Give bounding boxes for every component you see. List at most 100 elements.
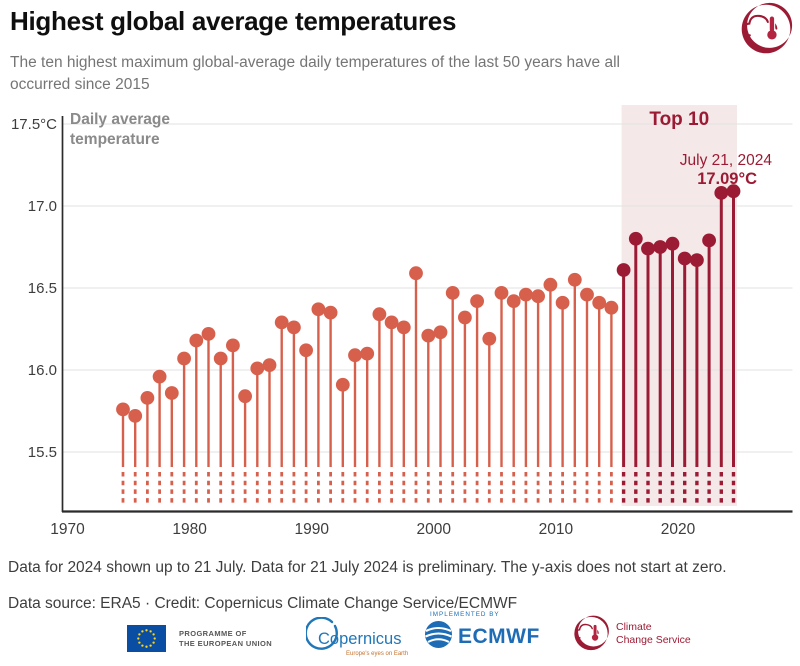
dot-1977: [152, 369, 167, 384]
eu-star-icon: [138, 641, 141, 644]
dot-1994: [360, 346, 375, 361]
x-tick-label: 2020: [661, 521, 696, 538]
eu-star-icon: [153, 637, 156, 640]
y-axis-title-line2: temperature: [70, 131, 160, 148]
dot-1988: [287, 320, 301, 335]
dot-2010: [555, 295, 570, 310]
eu-star-icon: [137, 637, 140, 640]
top10-highlight-band: [621, 105, 737, 506]
dot-2021: [690, 253, 704, 267]
dot-1983: [226, 338, 240, 353]
eu-programme-text: PROGRAMME OF THE EUROPEAN UNION: [179, 625, 272, 649]
eu-flag-icon: [127, 625, 166, 657]
x-tick-label: 2010: [539, 521, 574, 538]
dot-1980: [189, 333, 204, 348]
copernicus-swoosh-icon: [306, 617, 338, 650]
dot-1990: [311, 302, 326, 317]
c3s-emblem-small-icon: [572, 615, 610, 657]
dot-2006: [506, 294, 521, 308]
eu-star-icon: [152, 641, 155, 644]
dot-2008: [531, 289, 545, 304]
dot-2023: [714, 186, 729, 200]
dot-2014: [604, 300, 619, 315]
dot-2002: [458, 310, 472, 325]
dot-2012: [580, 287, 594, 302]
temperature-lollipop-chart: 17.5°C 17.0 16.5 16.0 15.5 1970 1980 1990 2000 20…: [11, 105, 793, 538]
dot-2005: [494, 286, 509, 300]
eu-programme-logo: PROGRAMME OF THE EUROPEAN UNION: [127, 625, 272, 657]
dot-1996: [384, 315, 399, 330]
eu-star-icon: [145, 645, 148, 648]
dot-2007: [519, 287, 533, 302]
c3s-emblem-icon: [738, 2, 794, 61]
eu-star-icon: [152, 633, 155, 636]
dot-2022: [702, 233, 716, 248]
y-tick-label: 17.0: [28, 198, 57, 215]
eu-star-icon: [141, 630, 144, 633]
dot-2019: [665, 236, 680, 251]
dot-2001: [445, 286, 460, 300]
c3s-line1: Climate: [616, 621, 652, 633]
x-tick-label: 1980: [172, 521, 207, 538]
dot-2003: [470, 294, 484, 308]
dot-1998: [409, 266, 423, 281]
ecmwf-implemented-by: IMPLEMENTED BY: [430, 611, 500, 618]
dot-1993: [348, 348, 362, 363]
chart-area: 17.5°C 17.0 16.5 16.0 15.5 1970 1980 1990 2000 20…: [0, 98, 800, 550]
dot-2024: [726, 184, 741, 199]
eu-line1: PROGRAMME OF: [179, 629, 247, 638]
dot-2017: [641, 241, 655, 256]
y-tick-label: 16.5: [28, 280, 57, 297]
dot-1975: [128, 409, 143, 423]
dot-1992: [335, 377, 350, 392]
copernicus-logo: Copernicus Europe's eyes on Earth: [306, 617, 414, 661]
dot-1981: [201, 327, 216, 341]
ecmwf-name: ECMWF: [458, 625, 540, 648]
dot-2009: [543, 277, 558, 292]
top10-label: Top 10: [649, 109, 709, 130]
page-title: Highest global average temperatures: [10, 6, 457, 36]
dot-1999: [421, 328, 436, 343]
x-tick-label: 2000: [417, 521, 452, 538]
dot-1987: [274, 315, 289, 330]
x-tick-label: 1990: [294, 521, 329, 538]
dot-1978: [164, 386, 179, 400]
dot-2018: [653, 240, 668, 254]
dot-2016: [628, 231, 643, 246]
dot-1986: [262, 358, 277, 372]
dot-2015: [616, 263, 631, 277]
eu-star-icon: [149, 644, 152, 647]
dot-1995: [372, 307, 387, 322]
eu-star-icon: [138, 633, 141, 636]
eu-star-icon: [149, 630, 152, 633]
c3s-line2: Change Service: [616, 634, 691, 646]
climate-change-service-logo: Climate Change Service: [572, 615, 691, 657]
dot-1976: [140, 391, 155, 405]
dot-1991: [323, 305, 338, 320]
record-date-label: July 21, 2024: [680, 152, 773, 169]
y-tick-label: 17.5°C: [11, 116, 57, 133]
eu-line2: THE EUROPEAN UNION: [179, 639, 273, 648]
y-axis-title-line1: Daily average: [70, 111, 170, 128]
dot-1997: [396, 320, 411, 335]
dot-1989: [299, 343, 313, 358]
x-tick-label: 1970: [50, 521, 85, 538]
footnote-preliminary: Data for 2024 shown up to 21 July. Data …: [8, 559, 727, 576]
eu-star-icon: [141, 644, 144, 647]
dot-2011: [567, 272, 582, 287]
copernicus-name: Copernicus: [318, 630, 401, 648]
record-value-label: 17.09°C: [697, 170, 757, 188]
dot-2000: [433, 325, 448, 340]
dot-1985: [250, 361, 265, 376]
dot-1982: [213, 351, 228, 366]
ecmwf-logo: IMPLEMENTED BY ECMWF: [424, 611, 540, 654]
copernicus-tagline: Europe's eyes on Earth: [346, 651, 408, 657]
dot-2004: [482, 331, 497, 346]
dot-1984: [238, 389, 253, 404]
dot-1979: [177, 351, 192, 366]
dot-1974: [116, 402, 130, 417]
c3s-text: Climate Change Service: [616, 615, 691, 647]
y-tick-label: 16.0: [28, 362, 57, 379]
y-tick-label: 15.5: [28, 444, 57, 461]
